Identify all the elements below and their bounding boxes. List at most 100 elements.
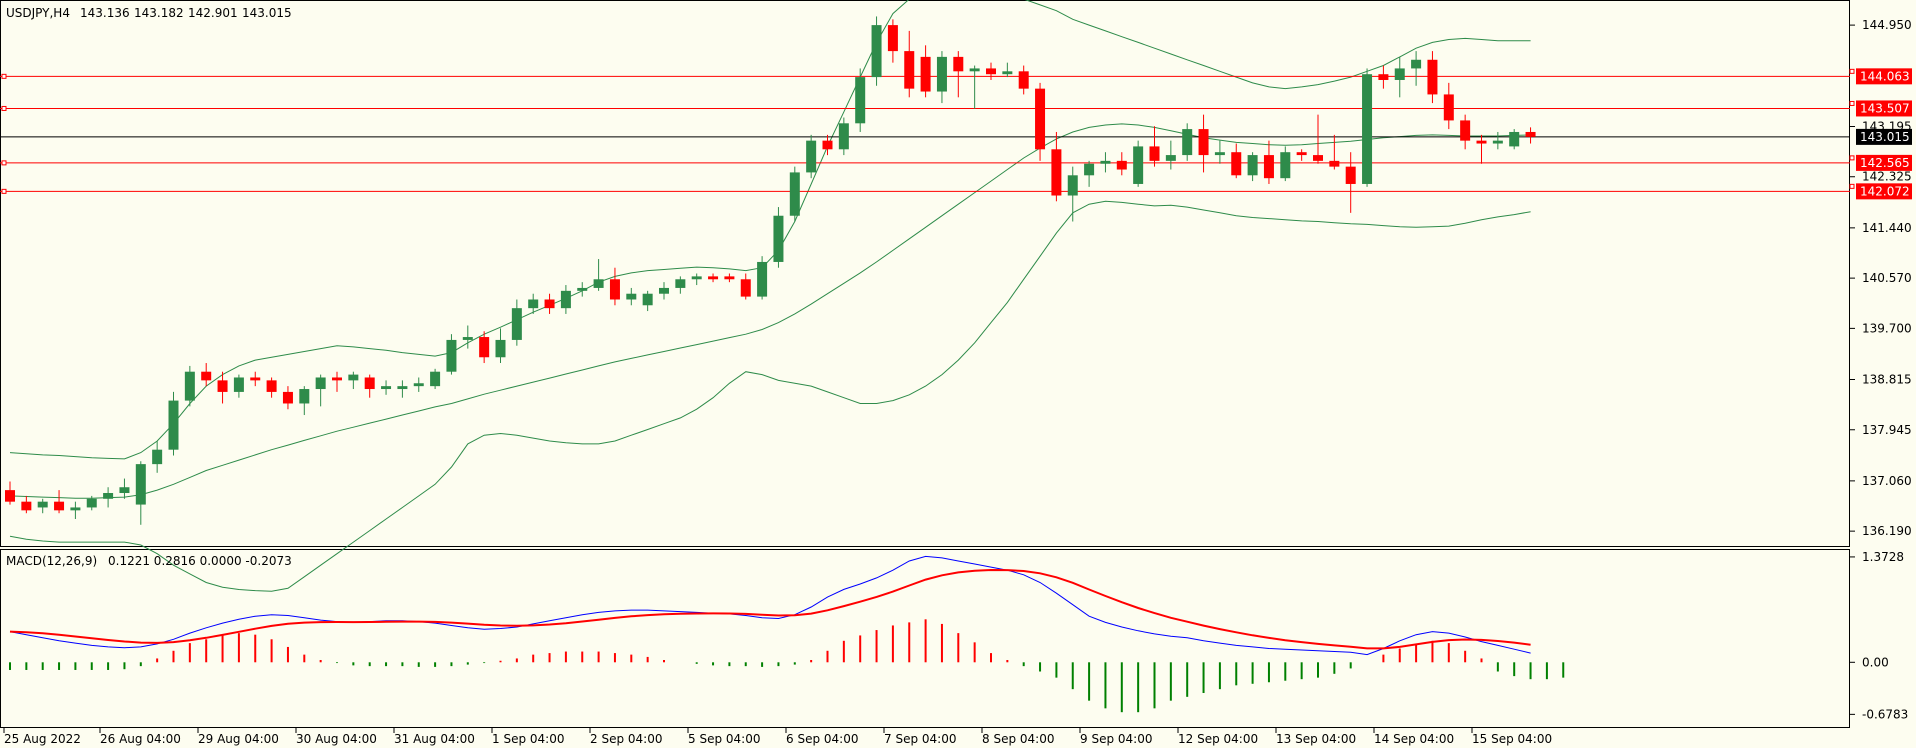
candle-body — [838, 123, 849, 150]
candle-body — [691, 276, 702, 280]
candle-body — [757, 261, 768, 297]
ohlc-low: 142.901 — [188, 6, 238, 20]
candle-body — [609, 279, 620, 300]
candle-body — [789, 172, 800, 216]
candle-body — [1067, 175, 1078, 196]
candle-body — [969, 68, 980, 72]
candle-body — [822, 140, 833, 150]
candle-body — [413, 383, 424, 387]
candle-body — [675, 279, 686, 288]
candle-body — [1231, 152, 1242, 176]
price-tick-label: 141.440 — [1862, 221, 1912, 235]
candle-body — [397, 386, 408, 390]
candle-body — [544, 299, 555, 309]
x-tick-label: 5 Sep 04:00 — [688, 732, 760, 746]
candle-body — [642, 293, 653, 306]
candle-body — [724, 276, 735, 280]
macd-line — [9, 555, 1531, 656]
candle-body — [904, 51, 915, 89]
candle-body — [577, 287, 588, 291]
candle-body — [462, 337, 473, 340]
x-tick-label: 9 Sep 04:00 — [1080, 732, 1152, 746]
candle-body — [1116, 160, 1127, 170]
candle-body — [430, 371, 441, 387]
candle-body — [21, 501, 32, 511]
level-end-anchor-0 — [1849, 68, 1855, 74]
candle-body — [1247, 155, 1258, 176]
macd-pane-frame — [0, 549, 1850, 728]
candle-body — [1394, 68, 1405, 80]
candle-body — [5, 490, 15, 502]
price-tick-label: 137.945 — [1862, 423, 1912, 437]
candle-body — [1198, 129, 1209, 156]
price-tick-label: 140.570 — [1862, 271, 1912, 285]
x-tick-label: 29 Aug 04:00 — [198, 732, 279, 746]
candle-body — [708, 276, 719, 280]
bollinger-lower-line — [9, 200, 1531, 592]
candle-body — [626, 293, 637, 300]
x-tick-label: 14 Sep 04:00 — [1374, 732, 1454, 746]
candle-body — [479, 337, 490, 358]
level-price-labels: 144.063 143.507 142.565 142.072 143.015 — [1856, 68, 1912, 200]
price-tick-label: 137.060 — [1862, 474, 1912, 488]
candle-body — [233, 377, 244, 392]
candle-body — [135, 464, 146, 505]
candle-body — [1476, 140, 1487, 144]
level-end-anchor-1 — [1849, 100, 1855, 106]
candle-body — [528, 299, 539, 309]
candle-body — [446, 339, 457, 372]
candle-body — [1362, 74, 1373, 184]
candle-body — [1313, 155, 1323, 161]
ohlc-open: 143.136 — [80, 6, 130, 20]
candle-body — [299, 389, 310, 404]
candle-body — [1133, 146, 1144, 184]
level-price-text-3: 142.072 — [1860, 184, 1910, 198]
current-price-tag — [1856, 128, 1912, 145]
candle-body — [1214, 152, 1225, 156]
price-tick-label: 142.325 — [1862, 170, 1912, 184]
candle-body — [511, 308, 522, 340]
level-end-anchor-3 — [1849, 183, 1855, 189]
candle-body — [1427, 59, 1438, 95]
price-tick-label: 144.950 — [1862, 18, 1912, 32]
candle-body — [1051, 149, 1062, 196]
macd-tick-label: 1.3728 — [1862, 550, 1904, 564]
candle-body — [1443, 94, 1454, 121]
price-tick-label: 136.190 — [1862, 524, 1912, 538]
candle-body — [201, 371, 212, 381]
candle-body — [806, 140, 817, 173]
candle-body — [871, 25, 882, 78]
candle-body — [70, 507, 81, 511]
current-price-text: 143.015 — [1860, 130, 1910, 144]
candle-body — [168, 400, 179, 450]
candle-body — [659, 287, 669, 294]
candle-body — [1002, 71, 1013, 75]
candle-body — [593, 279, 604, 288]
x-tick-label: 6 Sep 04:00 — [786, 732, 858, 746]
candle-body — [986, 68, 996, 75]
candle-body — [1411, 59, 1422, 69]
candle-body — [1345, 166, 1356, 184]
candle-body — [936, 56, 947, 92]
candle-body — [1263, 155, 1274, 179]
candle-body — [86, 498, 97, 508]
x-tick-label: 15 Sep 04:00 — [1472, 732, 1552, 746]
candle-body — [37, 501, 48, 508]
candle-body — [495, 339, 506, 358]
candle-body — [773, 215, 784, 262]
x-tick-label: 26 Aug 04:00 — [100, 732, 181, 746]
level-anchor-3 — [1, 188, 7, 194]
candle-body — [560, 290, 571, 309]
candle-body — [266, 380, 277, 392]
candle-body — [54, 501, 65, 511]
macd-indicator — [9, 555, 1565, 713]
candle-body — [364, 377, 375, 390]
candle-body — [315, 377, 326, 390]
ohlc-high: 143.182 — [134, 6, 184, 20]
candle-body — [1378, 74, 1389, 80]
candle-body — [332, 377, 342, 381]
x-tick-label: 25 Aug 2022 — [4, 732, 81, 746]
candle-body — [953, 56, 964, 72]
level-end-anchor-2 — [1849, 155, 1855, 161]
candle-body — [1084, 163, 1095, 176]
